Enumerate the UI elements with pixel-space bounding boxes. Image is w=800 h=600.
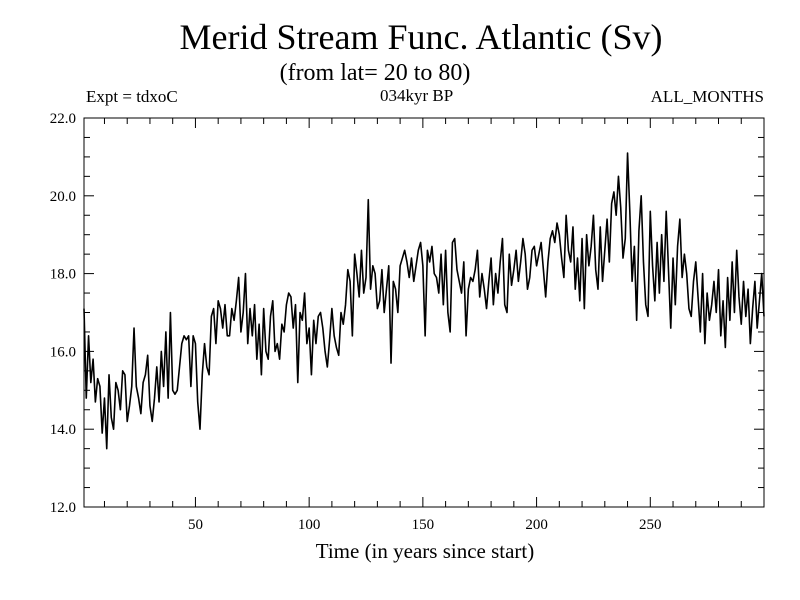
x-tick-label: 200 [525, 517, 548, 533]
period-label: 034kyr BP [380, 86, 454, 105]
months-label: ALL_MONTHS [650, 87, 764, 106]
experiment-label: Expt = tdxoC [86, 87, 178, 106]
x-tick-label: 150 [412, 517, 435, 533]
series-line [83, 152, 765, 450]
series-group [83, 152, 765, 450]
axis-tick-labels: 50 100 150 200 250 12.0 14.0 16.0 18.0 20.0 22.0 [50, 111, 662, 533]
chart-subtitle: (from lat= 20 to 80) [279, 60, 471, 86]
y-tick-label: 14.0 [50, 422, 76, 438]
x-tick-label: 50 [188, 517, 203, 533]
x-axis-label: Time (in years since start) [316, 539, 535, 563]
axis-ticks [84, 117, 764, 508]
x-tick-label: 100 [298, 517, 321, 533]
y-tick-label: 20.0 [50, 189, 76, 205]
y-tick-label: 12.0 [50, 500, 76, 516]
y-tick-label: 16.0 [50, 344, 76, 360]
y-tick-label: 22.0 [50, 111, 76, 127]
x-tick-label: 250 [639, 517, 662, 533]
chart-title: Merid Stream Func. Atlantic (Sv) [179, 17, 663, 57]
y-tick-label: 18.0 [50, 267, 76, 283]
